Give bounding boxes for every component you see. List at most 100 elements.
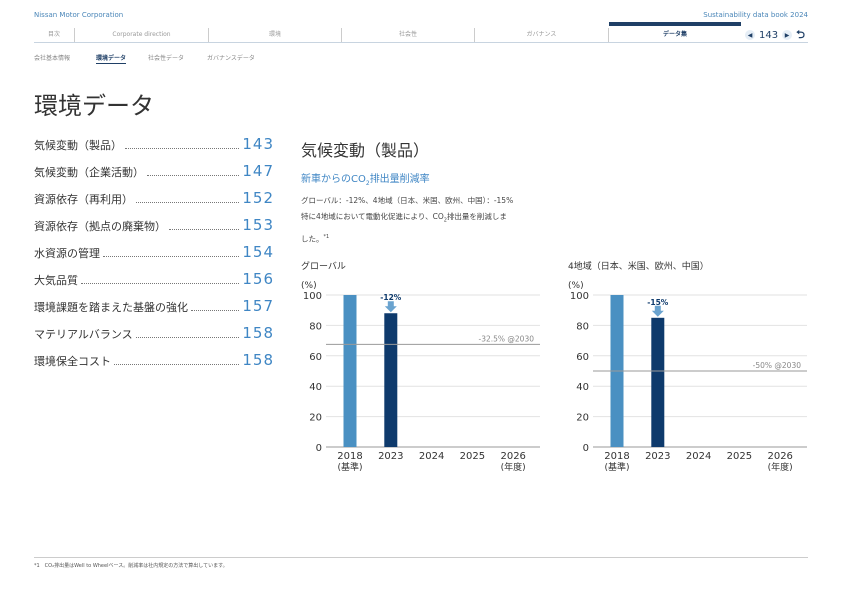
chart-4regions: 100 80 60 40 20 0 2018(基準) 2023 2024 2025 2026(年度)… — [570, 291, 807, 473]
toc-label: 資源依存（再利用） — [34, 193, 133, 206]
desc-text-end: 排出量を削減しま — [446, 212, 507, 221]
subtab-social-data[interactable]: 社会性データ — [148, 55, 185, 62]
pager: ◀ 143 ▶ ⮌ — [745, 28, 805, 41]
down-arrow-icon — [384, 301, 397, 313]
y-tick-label: 40 — [309, 382, 322, 393]
toc-leader — [135, 327, 240, 338]
return-arrow-icon[interactable]: ⮌ — [796, 27, 805, 41]
toc-label: 水資源の管理 — [34, 247, 100, 260]
toc-label: 環境保全コスト — [34, 355, 111, 368]
subtitle-text: 新車からのCO — [301, 174, 366, 185]
toc-leader — [136, 192, 240, 203]
footer-divider — [34, 557, 808, 558]
x-tick-label: 2023 — [378, 451, 403, 462]
toc-leader — [103, 246, 240, 257]
y-tick-label: 100 — [570, 291, 589, 302]
desc-text: した。 — [301, 234, 324, 243]
toc-item[interactable]: 資源依存（拠点の廃棄物） 153 — [34, 216, 274, 236]
x-tick-sublabel: (基準) — [604, 461, 629, 473]
toc-label: 気候変動（企業活動） — [34, 166, 144, 179]
footnote-ref: *1 — [323, 233, 330, 240]
subtab-company-info[interactable]: 会社基本情報 — [34, 55, 71, 62]
subtitle-subscript: 2 — [365, 180, 370, 187]
section-subtitle: 新車からのCO2排出量削減率 — [301, 170, 430, 187]
tab-data[interactable]: データ集 — [608, 22, 741, 42]
toc-item[interactable]: 環境保全コスト 158 — [34, 351, 274, 371]
toc-item[interactable]: 水資源の管理 154 — [34, 243, 274, 263]
chart-ylabel-global: (%) — [301, 281, 317, 291]
toc-label: 気候変動（製品） — [34, 139, 122, 152]
toc-label: 大気品質 — [34, 274, 78, 287]
toc-page: 158 — [242, 324, 274, 342]
chart-ylabel-4regions: (%) — [568, 281, 584, 291]
tab-governance[interactable]: ガバナンス — [474, 28, 608, 42]
change-label: -12% — [380, 293, 402, 302]
toc-leader — [191, 300, 240, 311]
toc-leader — [169, 219, 240, 230]
subtab-governance-data[interactable]: ガバナンスデータ — [207, 55, 255, 62]
toc-item[interactable]: 気候変動（企業活動） 147 — [34, 162, 274, 182]
chart-global: 100 80 60 40 20 0 2018(基準) 2023 2024 2025 2026(年度)… — [303, 291, 540, 473]
toc-page: 152 — [242, 189, 274, 207]
desc-line-1: グローバル：-12%、4地域（日本、米国、欧州、中国）：-15% — [301, 196, 514, 205]
bar-2023 — [651, 317, 665, 447]
bar-2018 — [343, 295, 357, 447]
toc-page: 143 — [242, 135, 274, 153]
tab-corporate-direction[interactable]: Corporate direction — [74, 28, 208, 42]
y-tick-label: 60 — [576, 352, 589, 363]
target-label: -32.5% @2030 — [478, 334, 534, 343]
triangle-right-icon[interactable]: ▶ — [782, 30, 793, 40]
y-tick-label: 0 — [316, 443, 322, 454]
x-tick-label: 2025 — [460, 451, 485, 462]
chart-title-4regions: 4地域（日本、米国、欧州、中国） — [568, 262, 709, 272]
tab-environment[interactable]: 環境 — [208, 28, 341, 42]
toc-item[interactable]: 環境課題を踏まえた基盤の強化 157 — [34, 297, 274, 317]
desc-subscript: 2 — [443, 217, 447, 224]
target-label: -50% @2030 — [753, 361, 802, 370]
tab-social[interactable]: 社会性 — [341, 28, 474, 42]
toc-page: 147 — [242, 162, 274, 180]
section-title: 気候変動（製品） — [301, 141, 430, 160]
toc-item[interactable]: 資源依存（再利用） 152 — [34, 189, 274, 209]
subtab-environment-data[interactable]: 環境データ — [96, 55, 127, 64]
y-tick-label: 40 — [576, 382, 589, 393]
desc-text: 特に4地域において電動化促進により、CO — [301, 212, 444, 221]
y-tick-label: 0 — [583, 443, 589, 454]
footnote: *1 CO₂排出量はWell to Wheelベース。削減率は社内規定の方法で算… — [34, 563, 228, 569]
nav-divider — [34, 42, 808, 43]
toc-leader — [125, 138, 240, 149]
toc-leader — [114, 354, 240, 365]
y-tick-label: 20 — [576, 413, 589, 424]
toc-item[interactable]: 気候変動（製品） 143 — [34, 135, 274, 155]
desc-line-2: 特に4地域において電動化促進により、CO2排出量を削減しま — [301, 209, 546, 229]
toc-label: マテリアルバランス — [34, 328, 133, 341]
x-tick-sublabel: (年度) — [501, 461, 526, 473]
section-description: グローバル：-12%、4地域（日本、米国、欧州、中国）：-15% 特に4地域にお… — [301, 193, 546, 247]
toc-leader — [81, 273, 240, 284]
toc-item[interactable]: 大気品質 156 — [34, 270, 274, 290]
toc-page: 154 — [242, 243, 274, 261]
y-tick-label: 100 — [303, 291, 322, 302]
x-tick-sublabel: (年度) — [768, 461, 793, 473]
toc-item[interactable]: マテリアルバランス 158 — [34, 324, 274, 344]
toc-page: 157 — [242, 297, 274, 315]
bar-2023 — [384, 313, 398, 447]
down-arrow-icon — [651, 305, 664, 317]
toc-page: 153 — [242, 216, 274, 234]
chart-title-global: グローバル — [301, 262, 346, 272]
triangle-left-icon[interactable]: ◀ — [745, 30, 755, 40]
toc-page: 156 — [242, 270, 274, 288]
toc-page: 158 — [242, 351, 274, 369]
y-tick-label: 80 — [309, 321, 322, 332]
toc-label: 環境課題を踏まえた基盤の強化 — [34, 301, 188, 314]
x-tick-label: 2024 — [686, 451, 711, 462]
main-nav: 目次 Corporate direction 環境 社会性 ガバナンス データ集 — [34, 22, 741, 42]
y-tick-label: 60 — [309, 352, 322, 363]
subtitle-text-end: 排出量削減率 — [369, 174, 430, 185]
y-tick-label: 80 — [576, 321, 589, 332]
tab-contents[interactable]: 目次 — [47, 31, 60, 38]
toc-label: 資源依存（拠点の廃棄物） — [34, 220, 166, 233]
book-title: Sustainability data book 2024 — [703, 11, 808, 19]
x-tick-label: 2024 — [419, 451, 444, 462]
x-tick-label: 2025 — [727, 451, 752, 462]
